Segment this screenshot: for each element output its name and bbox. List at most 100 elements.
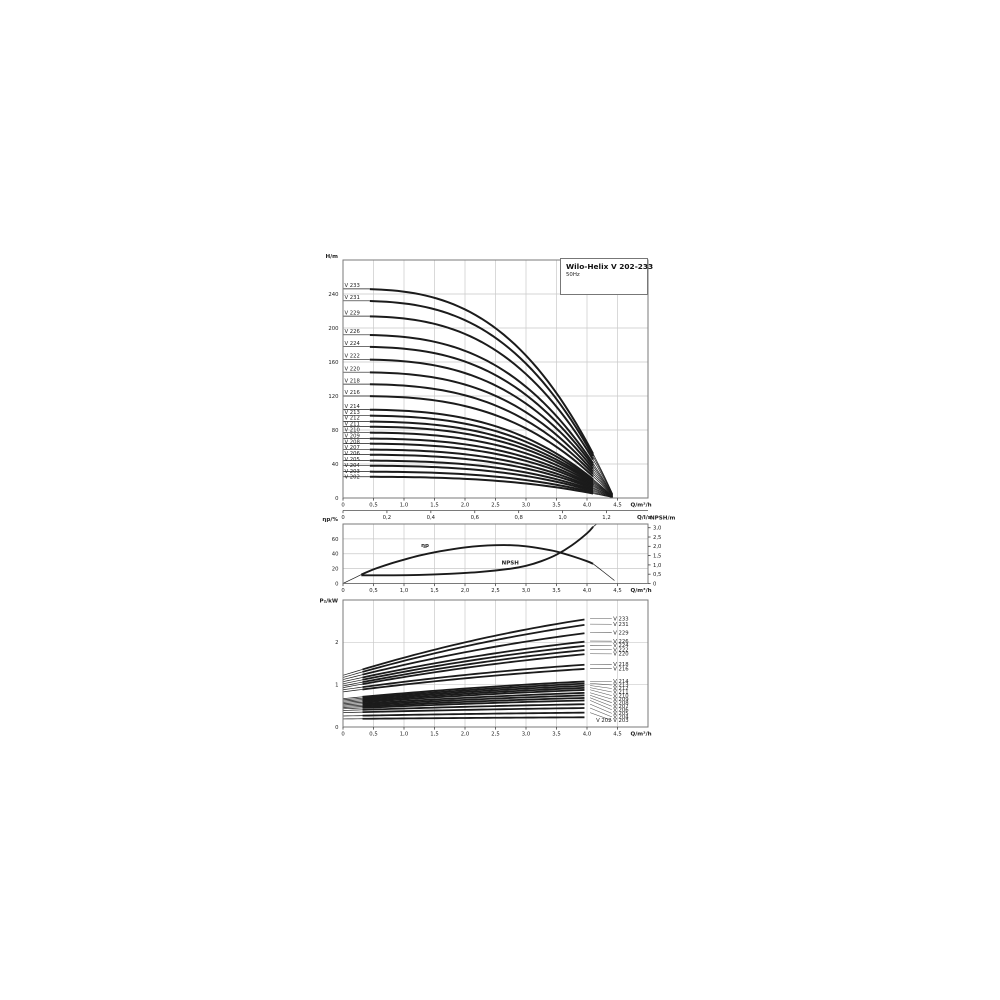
power-curve-label: V 204 — [613, 715, 629, 721]
power-curve-V-205 — [362, 703, 585, 711]
hq-curve-V-204 — [369, 464, 594, 493]
svg-text:4,5: 4,5 — [613, 502, 621, 508]
svg-text:0,5: 0,5 — [369, 502, 377, 508]
svg-text:1,5: 1,5 — [653, 554, 661, 560]
power-curve-label: V 222 — [613, 647, 628, 653]
svg-text:0: 0 — [335, 581, 339, 587]
power-curve-label: V 208 — [613, 700, 629, 706]
hq-curve-V-207 — [369, 448, 594, 489]
svg-text:80: 80 — [332, 428, 339, 434]
power-curve-V-209 — [362, 691, 585, 705]
hq-curve-V-203 — [369, 470, 594, 494]
hq-curve-label: V 229 — [345, 310, 360, 316]
svg-text:2,0: 2,0 — [461, 502, 470, 508]
power-curve-V-206 — [362, 699, 585, 709]
hq-curve-label: V 213 — [345, 410, 360, 416]
svg-text:3,5: 3,5 — [552, 588, 560, 594]
hq-curve-label: V 204 — [345, 463, 361, 469]
power-curve-V-226 — [362, 640, 585, 679]
efficiency-npsh-chart: ηpNPSH0204060ηp/%00,51,01,52,02,53,0NPSH… — [322, 516, 675, 594]
npsh-curve-label: NPSH — [502, 561, 520, 567]
svg-text:2: 2 — [335, 640, 338, 646]
power-curve-label: V 206 — [613, 708, 629, 714]
svg-text:2,5: 2,5 — [491, 731, 499, 737]
svg-text:0: 0 — [341, 588, 345, 594]
hq-curve-label: V 207 — [345, 445, 360, 451]
power-curve-label: V 214 — [613, 679, 629, 685]
hq-curve-label: V 211 — [345, 422, 360, 428]
hq-curve-V-212 — [369, 420, 594, 483]
power-curve-label: V 211 — [613, 690, 628, 696]
power-curve-label: V 226 — [613, 639, 629, 645]
svg-text:1,5: 1,5 — [430, 502, 438, 508]
power-curve-label: V 218 — [613, 662, 629, 668]
power-curve-label: V 210 — [613, 693, 629, 699]
svg-text:Q/m³/h: Q/m³/h — [631, 501, 652, 508]
power-curve-label: V 231 — [613, 622, 628, 628]
svg-text:4,0: 4,0 — [583, 731, 592, 737]
svg-text:1,2: 1,2 — [602, 515, 610, 521]
svg-text:4,5: 4,5 — [613, 731, 621, 737]
hq-curve-label: V 231 — [345, 295, 360, 301]
svg-text:60: 60 — [332, 537, 339, 543]
svg-text:Q/m³/h: Q/m³/h — [631, 730, 652, 737]
svg-text:160: 160 — [328, 360, 339, 366]
svg-text:2,5: 2,5 — [653, 535, 661, 541]
svg-text:0,2: 0,2 — [383, 515, 391, 521]
svg-text:0: 0 — [341, 502, 345, 508]
hq-curve-V-226 — [369, 334, 594, 465]
hq-curve-label: V 208 — [345, 439, 361, 445]
eta-curve — [360, 544, 594, 576]
hq-curve-label: V 218 — [345, 378, 361, 384]
hq-curve-label: V 210 — [345, 428, 361, 434]
svg-text:0,5: 0,5 — [369, 731, 377, 737]
power-curve-V-208 — [362, 694, 585, 707]
svg-text:3,5: 3,5 — [552, 502, 560, 508]
svg-text:0,6: 0,6 — [471, 515, 480, 521]
svg-text:0,8: 0,8 — [514, 515, 523, 521]
svg-text:0: 0 — [335, 496, 339, 502]
svg-text:1,0: 1,0 — [653, 563, 662, 569]
chart-title: Wilo-Helix V 202-233 — [566, 262, 654, 271]
svg-text:2,0: 2,0 — [461, 588, 470, 594]
svg-text:0,5: 0,5 — [653, 572, 661, 578]
hq-curve-label: V 206 — [345, 451, 361, 457]
svg-text:1,0: 1,0 — [400, 731, 409, 737]
power-curve-label: V 205 — [613, 711, 628, 717]
hq-curve-label: V 222 — [345, 354, 360, 360]
hq-curve-V-205 — [369, 459, 594, 492]
svg-text:2,5: 2,5 — [491, 502, 499, 508]
svg-text:H/m: H/m — [325, 254, 338, 260]
hq-curve-V-214 — [369, 408, 594, 481]
hq-curve-label: V 233 — [345, 283, 360, 289]
hq-curve-label: V 203 — [345, 469, 360, 475]
svg-text:40: 40 — [332, 462, 339, 468]
svg-text:NPSH/m: NPSH/m — [650, 516, 676, 522]
power-curve-V-233 — [362, 618, 585, 671]
svg-text:Q/m³/h: Q/m³/h — [631, 587, 652, 594]
power-curve-label: V 212 — [613, 686, 628, 692]
hq-chart: V 233 V 231 V 229 V 226 V 224 V 222 V 220 V 218… — [325, 254, 651, 521]
svg-text:P₂/kW: P₂/kW — [320, 599, 338, 605]
svg-text:4,0: 4,0 — [583, 502, 592, 508]
npsh-curve — [361, 526, 594, 577]
svg-text:4,0: 4,0 — [583, 588, 592, 594]
power-curve-V-229 — [362, 632, 585, 676]
power-curve-V-231 — [362, 624, 585, 673]
power-curve-label: V 213 — [613, 683, 628, 689]
chart-frequency: 50Hz — [566, 272, 580, 278]
power-curve-V-204 — [362, 707, 585, 714]
hq-curve-V-210 — [369, 431, 594, 486]
svg-text:ηp/%: ηp/% — [322, 517, 338, 523]
svg-text:1,5: 1,5 — [430, 731, 438, 737]
svg-text:2,5: 2,5 — [491, 588, 499, 594]
power-curve-V-202 — [362, 716, 585, 720]
hq-curve-V-209 — [369, 437, 594, 487]
hq-curve-label: V 209 — [345, 433, 360, 439]
power-curve-V-222 — [362, 649, 585, 684]
power-curve-V-220 — [362, 653, 585, 685]
svg-text:1,0: 1,0 — [400, 588, 409, 594]
hq-curve-V-231 — [369, 300, 594, 457]
svg-text:20: 20 — [332, 567, 339, 573]
